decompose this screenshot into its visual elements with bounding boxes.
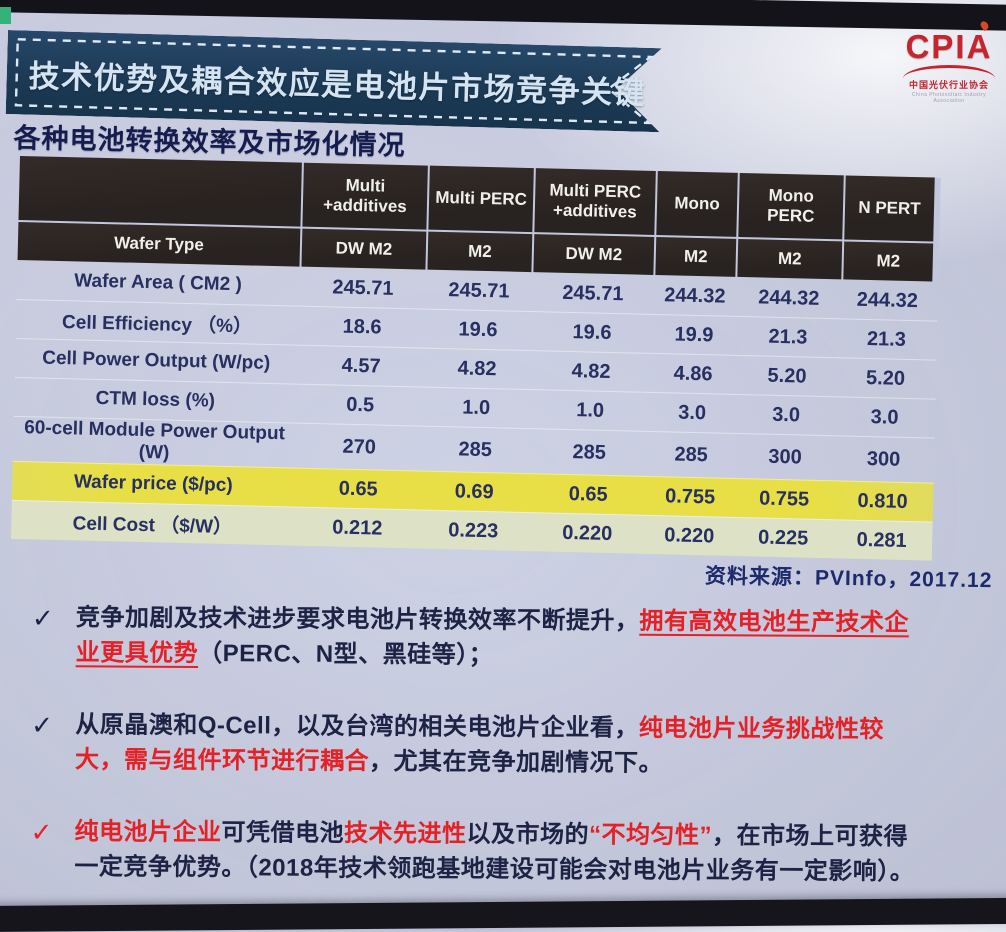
bullet-text-segment: 纯电池片企业 [74,818,222,847]
table-header-cell: M2 [655,237,737,277]
table-cell: 1.0 [576,398,605,422]
bullet-text-segment: ，尤其在竞争加剧情况下。 [368,748,664,777]
table-header-cell: Mono PERC [738,172,844,240]
banner-dashed-border [14,38,654,125]
table-cell: 285 [572,440,607,464]
checkmark-icon: ✓ [31,603,55,634]
table-cell: 244.32 [758,285,820,310]
table-cell: 4.86 [673,361,713,385]
title-banner: 技术优势及耦合效应是电池片市场竞争关键 [6,30,662,132]
logo-caption-en: China Photovoltaic Industry Association [911,92,987,104]
table-cell: 0.755 [758,487,810,511]
table-cell: 0.755 [664,484,716,508]
table-cell: 0.69 [454,479,494,503]
bullet-text-segment: 技术先进性 [343,820,467,848]
table-cell: 0.281 [856,528,907,552]
row-label: Cell Cost （$/W） [72,512,233,538]
page-title: 技术优势及耦合效应是电池片市场竞争关键 [28,58,647,111]
table-cell: 21.3 [866,327,907,351]
table-cell: 285 [674,443,709,466]
table-header-cell: Multi PERC +additives [534,168,656,235]
bullet-text-segment: 以及市场的 [466,820,590,849]
table-header-cell: M2 [843,241,934,282]
row-label: Wafer price ($/pc) [73,471,233,497]
table-cell: 0.220 [663,523,715,547]
row-label: Cell Power Output (W/pc) [41,347,271,374]
cpia-logo-text: CPIA [905,28,993,65]
table-cell: 1.0 [462,395,491,419]
table-cell: 18.6 [342,315,382,339]
row-label: 60-cell Module Power Output (W) [23,417,286,464]
row-label: CTM loss (%) [95,387,216,412]
table-header-cell: Mono [656,171,738,237]
table-cell: 285 [458,437,493,461]
table-cell: 4.82 [571,359,611,383]
row-label: Wafer Area ( CM2 ) [74,270,243,296]
bullet-text-segment: 从原晶澳和Q-Cell，以及台湾的相关电池片企业看， [75,711,639,742]
table-cell: 0.65 [568,482,608,506]
table-cell: 0.223 [448,518,499,542]
bullet-text-segment: “不均匀性” [588,821,713,850]
screen-bottom-edge [0,897,1006,932]
table-cell: 0.65 [338,477,378,501]
bullet-item: ✓ 纯电池片企业可凭借电池技术先进性以及市场的“不均匀性”，在市场上可获得一定竞争… [28,814,928,890]
table-header-cell: M2 [737,238,843,280]
table-cell: 244.32 [856,288,919,312]
table-cell: 4.82 [457,356,497,380]
bullet-text-segment: 竞争加剧及技术进步要求电池片转换效率不断提升， [75,604,640,635]
table-cell: 245.71 [332,275,394,300]
bullet-item: ✓ 从原晶澳和Q-Cell，以及台湾的相关电池片企业看，纯电池片业务挑战性较大，需… [29,707,929,783]
table-cell: 3.0 [771,403,801,426]
table-cell: 245.71 [562,281,624,305]
screen-top-edge [0,0,1006,32]
table-cell: 0.810 [857,489,908,513]
table-header-cell [18,156,302,227]
table-header-cell: Wafer Type [17,221,301,267]
table-cell: 19.6 [572,320,612,344]
table-cell: 0.225 [757,526,809,550]
table-header-cell: N PERT [844,175,935,242]
table-cell: 300 [866,447,901,471]
bullet-list: ✓ 竞争加剧及技术进步要求电池片转换效率不断提升，拥有高效电池生产技术企业更具优势… [28,600,930,890]
table-cell: 0.5 [346,393,375,416]
table-header-cell: Multi +additives [302,162,428,230]
table-cell: 3.0 [677,401,707,424]
table-cell: 19.6 [458,317,498,341]
table-cell: 21.3 [768,325,808,349]
table-header-cell: Multi PERC [428,165,534,233]
checkmark-icon: ✓ [31,710,54,741]
table-cell: 245.71 [448,278,510,303]
table-header-cell: M2 [427,231,533,273]
bullet-text-segment: （PERC、N型、黑硅等）； [198,640,494,669]
camera-artifact-square [0,7,11,24]
table-cell: 270 [342,435,377,458]
data-source-note: 资料来源：PVInfo，2017.12 [704,564,993,593]
table-body: Wafer Area ( CM2 ) 245.71 245.71 245.71 244.… [10,261,938,561]
table-header-cell: DW M2 [533,234,655,275]
cpia-logo: CPIA 中国光伏行业协会 China Photovoltaic Industr… [896,19,1002,132]
table-cell: 5.20 [865,366,906,390]
row-label: Cell Efficiency （%） [61,311,253,338]
logo-caption: 中国光伏行业协会 [908,80,989,90]
section-subtitle: 各种电池转换效率及市场化情况 [13,122,406,161]
checkmark-icon: ✓ [30,817,53,848]
table-cell: 300 [768,445,803,468]
bullet-item: ✓ 竞争加剧及技术进步要求电池片转换效率不断提升，拥有高效电池生产技术企业更具优势… [30,600,930,676]
table-cell: 5.20 [767,364,807,388]
table-header: Multi +additives Multi PERC Multi PERC +ad… [17,156,941,282]
table-header-cell: DW M2 [301,228,427,270]
table-cell: 3.0 [870,405,899,429]
table-cell: 19.9 [674,322,714,346]
bullet-text-segment: 可凭借电池 [221,819,345,848]
table-cell: 0.220 [561,521,613,545]
efficiency-table: Multi +additives Multi PERC Multi PERC +ad… [10,156,941,561]
table-cell: 244.32 [664,283,726,308]
logo-arc [903,65,995,92]
table-cell: 4.57 [341,354,381,378]
table-cell: 0.212 [332,515,383,540]
